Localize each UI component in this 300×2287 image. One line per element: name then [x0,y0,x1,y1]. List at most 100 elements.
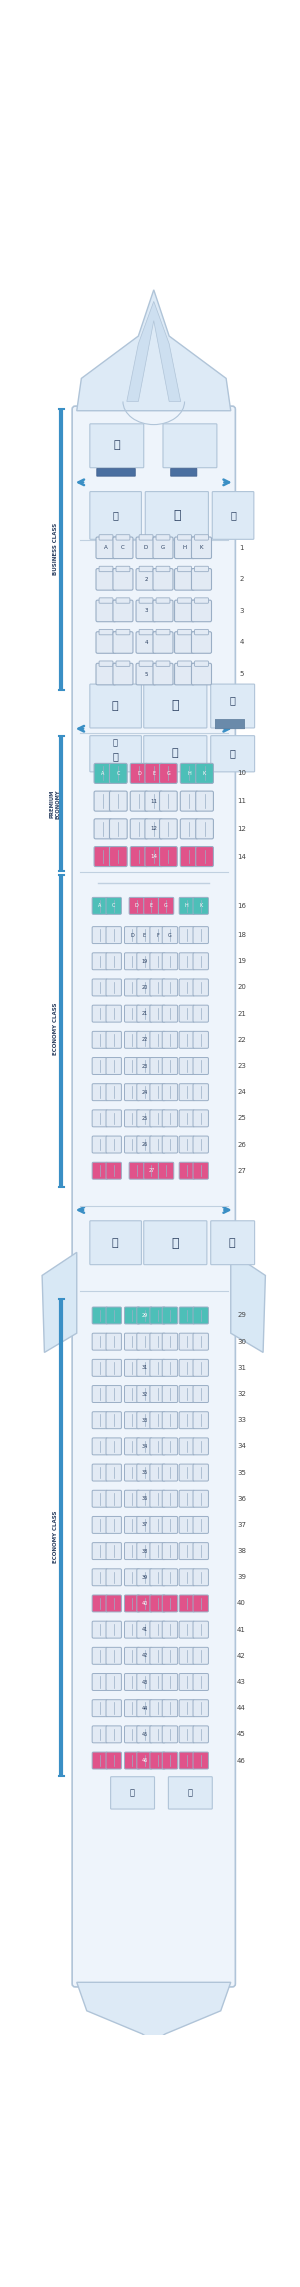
FancyBboxPatch shape [193,1647,208,1665]
FancyBboxPatch shape [92,954,108,970]
FancyBboxPatch shape [162,1031,178,1047]
Text: 12: 12 [237,826,246,832]
Text: A: A [98,903,101,908]
Text: 25: 25 [141,1116,148,1121]
FancyBboxPatch shape [178,567,191,572]
FancyBboxPatch shape [92,897,108,915]
Text: 4: 4 [144,640,148,645]
FancyBboxPatch shape [179,1162,195,1180]
FancyBboxPatch shape [124,1006,140,1022]
FancyBboxPatch shape [179,1006,195,1022]
FancyBboxPatch shape [163,423,217,469]
FancyBboxPatch shape [136,663,156,684]
FancyBboxPatch shape [92,979,108,995]
FancyBboxPatch shape [193,1358,208,1377]
Text: 20: 20 [141,986,148,990]
FancyBboxPatch shape [137,1411,152,1429]
FancyBboxPatch shape [193,926,208,945]
Text: 36: 36 [237,1496,246,1503]
FancyBboxPatch shape [195,597,208,604]
FancyBboxPatch shape [150,954,165,970]
FancyBboxPatch shape [162,1647,178,1665]
FancyBboxPatch shape [193,1727,208,1743]
FancyBboxPatch shape [179,1109,195,1127]
FancyBboxPatch shape [193,1333,208,1349]
FancyBboxPatch shape [106,1137,122,1153]
FancyBboxPatch shape [196,846,213,867]
FancyBboxPatch shape [116,567,130,572]
Text: E: E [143,933,146,938]
FancyBboxPatch shape [179,1516,195,1532]
FancyBboxPatch shape [106,1162,122,1180]
FancyBboxPatch shape [139,597,153,604]
FancyBboxPatch shape [153,569,173,590]
Text: 💻: 💻 [113,739,118,748]
FancyBboxPatch shape [124,1137,140,1153]
FancyBboxPatch shape [137,954,152,970]
FancyBboxPatch shape [150,1333,165,1349]
Text: 35: 35 [141,1471,148,1475]
Text: G: G [168,933,172,938]
FancyBboxPatch shape [92,1057,108,1075]
FancyBboxPatch shape [136,599,156,622]
FancyBboxPatch shape [124,1306,140,1324]
FancyBboxPatch shape [193,1516,208,1532]
FancyBboxPatch shape [113,631,133,654]
FancyBboxPatch shape [137,1439,152,1455]
FancyBboxPatch shape [158,897,174,915]
FancyBboxPatch shape [150,1411,165,1429]
FancyBboxPatch shape [92,1516,108,1532]
FancyBboxPatch shape [144,684,207,727]
FancyBboxPatch shape [150,1544,165,1560]
FancyBboxPatch shape [92,926,108,945]
FancyBboxPatch shape [124,1491,140,1507]
FancyBboxPatch shape [137,1031,152,1047]
FancyBboxPatch shape [156,629,170,636]
FancyBboxPatch shape [124,1057,140,1075]
FancyBboxPatch shape [106,954,122,970]
Text: 43: 43 [237,1679,246,1686]
FancyBboxPatch shape [150,1699,165,1718]
FancyBboxPatch shape [156,535,170,540]
Text: 🚻: 🚻 [112,1237,119,1249]
FancyBboxPatch shape [90,1221,141,1265]
FancyBboxPatch shape [193,897,208,915]
Text: 38: 38 [237,1548,246,1555]
FancyBboxPatch shape [162,1006,178,1022]
Text: A: A [101,771,105,775]
FancyBboxPatch shape [162,1084,178,1100]
FancyBboxPatch shape [106,1006,122,1022]
FancyBboxPatch shape [106,1031,122,1047]
FancyBboxPatch shape [137,1386,152,1402]
FancyBboxPatch shape [179,926,195,945]
FancyBboxPatch shape [162,1439,178,1455]
Text: 42: 42 [141,1654,148,1658]
FancyBboxPatch shape [130,846,148,867]
FancyBboxPatch shape [137,1464,152,1482]
Text: 5: 5 [239,670,244,677]
FancyBboxPatch shape [193,1752,208,1770]
FancyBboxPatch shape [179,1621,195,1637]
FancyBboxPatch shape [179,1491,195,1507]
FancyBboxPatch shape [116,661,130,666]
FancyBboxPatch shape [96,663,116,684]
FancyBboxPatch shape [99,567,113,572]
FancyBboxPatch shape [124,954,140,970]
Text: H: H [182,544,187,551]
FancyBboxPatch shape [137,1084,152,1100]
FancyBboxPatch shape [106,979,122,995]
FancyBboxPatch shape [162,1752,178,1770]
FancyBboxPatch shape [92,1491,108,1507]
Text: 44: 44 [141,1706,148,1711]
Text: 34: 34 [237,1443,246,1450]
FancyBboxPatch shape [150,1752,165,1770]
FancyBboxPatch shape [139,629,153,636]
FancyBboxPatch shape [179,1137,195,1153]
Text: 41: 41 [237,1626,246,1633]
FancyBboxPatch shape [162,1516,178,1532]
Text: 16: 16 [237,903,246,908]
FancyBboxPatch shape [153,663,173,684]
FancyBboxPatch shape [106,1109,122,1127]
FancyBboxPatch shape [124,1752,140,1770]
FancyBboxPatch shape [124,926,140,945]
